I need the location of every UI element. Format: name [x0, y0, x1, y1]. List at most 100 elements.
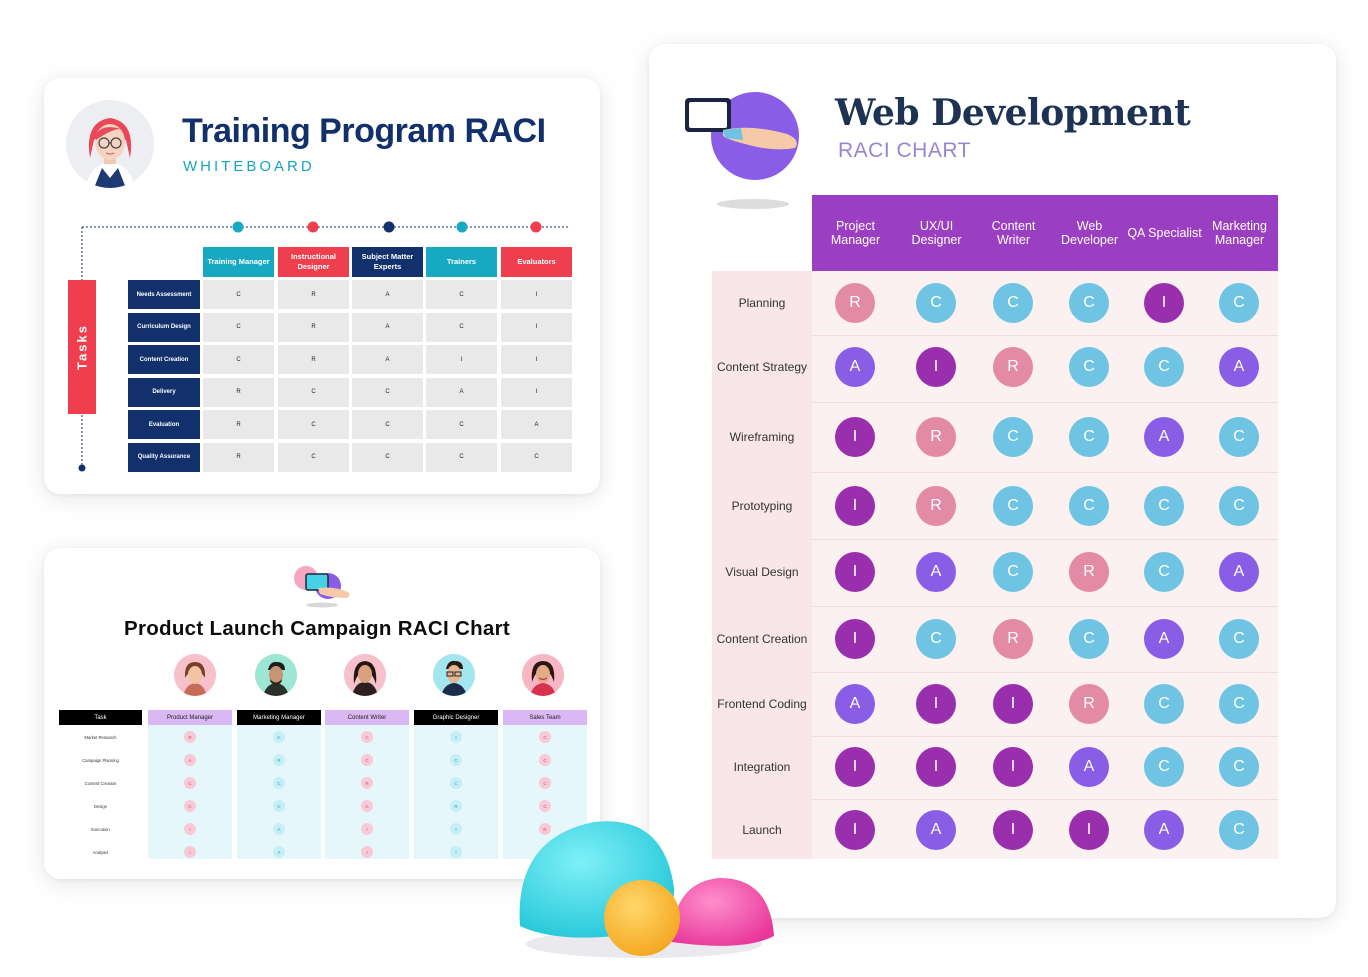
raci-cell: R: [203, 442, 274, 472]
raci-badge: C: [1144, 347, 1184, 387]
task-label: Integration: [733, 760, 791, 774]
task-label: Analysis: [92, 849, 109, 855]
raci-badge: C: [273, 731, 285, 743]
device-hand-illustration: [294, 566, 350, 608]
raci-badge: A: [273, 846, 285, 858]
column-header: Evaluators: [501, 247, 572, 277]
raci-badge: C: [1144, 747, 1184, 787]
raci-badge: R: [993, 619, 1033, 659]
presenter-avatar: [66, 100, 154, 188]
row-divider: [812, 539, 1278, 540]
raci-badge: I: [450, 846, 462, 858]
task-column-header: Task: [59, 710, 142, 725]
raci-badge: C: [993, 486, 1033, 526]
raci-badge: C: [1069, 347, 1109, 387]
task-label: Visual Design: [725, 565, 799, 579]
raci-badge: I: [1069, 810, 1109, 850]
raci-badge: I: [450, 823, 462, 835]
column-header: Sales Team: [503, 710, 587, 725]
role-header: UX/UI Designer: [911, 218, 962, 247]
column-header: Instructional Designer: [278, 247, 349, 277]
raci-badge: C: [1069, 619, 1109, 659]
task-row-header: Content Creation: [128, 345, 200, 374]
raci-badge: R: [916, 486, 956, 526]
row-divider: [812, 799, 1278, 800]
raci-cell: C: [203, 280, 274, 309]
raci-cell: C: [426, 442, 497, 472]
raci-cell: C: [203, 312, 274, 342]
raci-badge: C: [361, 800, 373, 812]
raci-badge: C: [361, 731, 373, 743]
role-header: Web Developer: [1061, 218, 1118, 247]
raci-badge: C: [993, 417, 1033, 457]
raci-cell: A: [352, 280, 423, 309]
raci-badge: C: [184, 777, 196, 789]
raci-badge: C: [1219, 619, 1259, 659]
raci-badge: I: [450, 731, 462, 743]
raci-badge: C: [916, 283, 956, 323]
raci-badge: A: [1144, 810, 1184, 850]
page-title: Web Development: [835, 92, 1191, 134]
raci-badge: C: [1144, 552, 1184, 592]
column-header: Trainers: [426, 247, 497, 277]
raci-cell: R: [278, 345, 349, 374]
raci-badge: C: [450, 754, 462, 766]
raci-cell: C: [278, 442, 349, 472]
raci-badge: R: [539, 823, 551, 835]
raci-badge: C: [1219, 486, 1259, 526]
raci-badge: A: [1219, 347, 1259, 387]
task-label: Launch: [742, 823, 782, 837]
raci-badge: R: [273, 754, 285, 766]
raci-badge: I: [993, 747, 1033, 787]
product-launch-raci-card[interactable]: Product Launch Campaign RACI Chart Task …: [44, 548, 600, 879]
raci-badge: I: [184, 823, 196, 835]
raci-cell: I: [501, 345, 572, 374]
raci-badge: I: [916, 684, 956, 724]
column-header: Subject Matter Experts: [352, 247, 423, 277]
raci-grid: [812, 271, 1278, 859]
raci-badge: I: [916, 747, 956, 787]
web-development-raci-card[interactable]: Web Development RACI CHART Project Manag…: [649, 44, 1336, 918]
task-row-header: Needs Assessment: [128, 280, 200, 309]
raci-badge: A: [1144, 417, 1184, 457]
column-header: Marketing Manager: [237, 710, 321, 725]
raci-badge: R: [184, 731, 196, 743]
raci-badge: C: [1069, 486, 1109, 526]
raci-badge: A: [184, 754, 196, 766]
raci-badge: C: [916, 619, 956, 659]
column-body: [237, 725, 321, 859]
raci-badge: C: [273, 777, 285, 789]
raci-cell: R: [203, 377, 274, 407]
raci-badge: C: [1069, 283, 1109, 323]
raci-badge: C: [993, 283, 1033, 323]
role-header-row: Project Manager UX/UI Designer Content Wri…: [812, 195, 1278, 271]
column-header: Training Manager: [203, 247, 274, 277]
raci-badge: C: [993, 552, 1033, 592]
raci-badge: A: [916, 552, 956, 592]
raci-cell: I: [426, 345, 497, 374]
raci-badge: C: [1219, 283, 1259, 323]
row-divider: [812, 672, 1278, 673]
column-header: Graphic Designer: [414, 710, 498, 725]
task-label: Content Creation: [84, 780, 117, 786]
raci-cell: A: [352, 345, 423, 374]
tasks-label: Tasks: [74, 324, 90, 370]
raci-cell: C: [278, 377, 349, 407]
raci-badge: C: [539, 754, 551, 766]
raci-cell: C: [352, 442, 423, 472]
raci-badge: I: [835, 486, 875, 526]
avatar: [255, 654, 297, 696]
page-subtitle: RACI CHART: [838, 139, 971, 162]
training-raci-card[interactable]: Training Program RACI WHITEBOARD Tasks T…: [44, 78, 600, 494]
raci-cell: C: [352, 410, 423, 439]
raci-cell: I: [501, 280, 572, 309]
row-divider: [812, 472, 1278, 473]
raci-badge: I: [993, 684, 1033, 724]
raci-badge: I: [361, 846, 373, 858]
raci-badge: R: [835, 283, 875, 323]
avatar: [174, 654, 216, 696]
raci-badge: C: [539, 731, 551, 743]
task-label: Market Research: [84, 734, 117, 740]
task-row-header: Quality Assurance: [128, 442, 200, 472]
raci-badge: R: [916, 417, 956, 457]
